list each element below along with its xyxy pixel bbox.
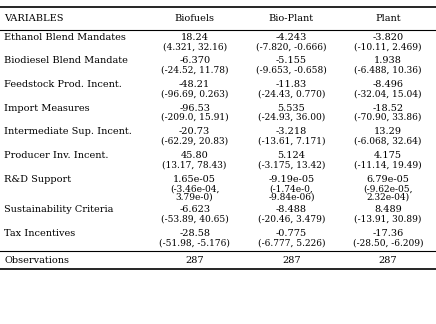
Text: (-32.04, 15.04): (-32.04, 15.04)	[354, 89, 422, 98]
Text: -9.19e-05: -9.19e-05	[269, 175, 314, 184]
Text: Ethanol Blend Mandates: Ethanol Blend Mandates	[4, 33, 126, 41]
Text: R&D Support: R&D Support	[4, 175, 72, 184]
Text: Tax Incentives: Tax Incentives	[4, 229, 75, 238]
Text: Feedstock Prod. Incent.: Feedstock Prod. Incent.	[4, 80, 122, 89]
Text: -8.496: -8.496	[372, 80, 403, 89]
Text: (-13.91, 30.89): (-13.91, 30.89)	[354, 215, 422, 224]
Text: -18.52: -18.52	[372, 104, 403, 112]
Text: (-70.90, 33.86): (-70.90, 33.86)	[354, 113, 422, 122]
Text: VARIABLES: VARIABLES	[4, 14, 64, 23]
Text: (-10.11, 2.469): (-10.11, 2.469)	[354, 42, 422, 51]
Text: (-24.43, 0.770): (-24.43, 0.770)	[258, 89, 325, 98]
Text: (-24.93, 36.00): (-24.93, 36.00)	[258, 113, 325, 122]
Text: (-28.50, -6.209): (-28.50, -6.209)	[353, 238, 423, 248]
Text: (13.17, 78.43): (13.17, 78.43)	[163, 160, 227, 169]
Text: (-62.29, 20.83): (-62.29, 20.83)	[161, 137, 228, 146]
Text: 1.65e-05: 1.65e-05	[173, 175, 216, 184]
Text: (-9.62e-05,: (-9.62e-05,	[363, 184, 412, 193]
Text: 6.79e-05: 6.79e-05	[366, 175, 409, 184]
Text: (-7.820, -0.666): (-7.820, -0.666)	[256, 42, 327, 51]
Text: Biodiesel Blend Mandate: Biodiesel Blend Mandate	[4, 56, 128, 65]
Text: (-6.068, 32.64): (-6.068, 32.64)	[354, 137, 422, 146]
Text: 287: 287	[378, 256, 397, 265]
Text: 5.535: 5.535	[278, 104, 305, 112]
Text: (-20.46, 3.479): (-20.46, 3.479)	[258, 215, 325, 224]
Text: (-209.0, 15.91): (-209.0, 15.91)	[161, 113, 228, 122]
Text: 287: 287	[185, 256, 204, 265]
Text: Intermediate Sup. Incent.: Intermediate Sup. Incent.	[4, 127, 132, 136]
Text: -0.775: -0.775	[276, 229, 307, 238]
Text: (-11.14, 19.49): (-11.14, 19.49)	[354, 160, 422, 169]
Text: Biofuels: Biofuels	[175, 14, 215, 23]
Text: (-53.89, 40.65): (-53.89, 40.65)	[161, 215, 228, 224]
Text: -5.155: -5.155	[276, 56, 307, 65]
Text: 8.489: 8.489	[374, 205, 402, 214]
Text: Bio-Plant: Bio-Plant	[269, 14, 314, 23]
Text: (-13.61, 7.171): (-13.61, 7.171)	[258, 137, 325, 146]
Text: 13.29: 13.29	[374, 127, 402, 136]
Text: 45.80: 45.80	[181, 151, 208, 160]
Text: (-24.52, 11.78): (-24.52, 11.78)	[161, 66, 228, 75]
Text: -9.84e-06): -9.84e-06)	[268, 192, 315, 202]
Text: 287: 287	[282, 256, 301, 265]
Text: -6.623: -6.623	[179, 205, 210, 214]
Text: Sustainability Criteria: Sustainability Criteria	[4, 205, 114, 214]
Text: (-3.175, 13.42): (-3.175, 13.42)	[258, 160, 325, 169]
Text: -4.243: -4.243	[276, 33, 307, 41]
Text: (-9.653, -0.658): (-9.653, -0.658)	[256, 66, 327, 75]
Text: -3.218: -3.218	[276, 127, 307, 136]
Text: -48.21: -48.21	[179, 80, 210, 89]
Text: -96.53: -96.53	[179, 104, 210, 112]
Text: -3.820: -3.820	[372, 33, 403, 41]
Text: -28.58: -28.58	[179, 229, 210, 238]
Text: -8.488: -8.488	[276, 205, 307, 214]
Text: (-6.488, 10.36): (-6.488, 10.36)	[354, 66, 422, 75]
Text: (-3.46e-04,: (-3.46e-04,	[170, 184, 219, 193]
Text: 3.79e-0): 3.79e-0)	[176, 192, 214, 202]
Text: 4.175: 4.175	[374, 151, 402, 160]
Text: 18.24: 18.24	[181, 33, 209, 41]
Text: Import Measures: Import Measures	[4, 104, 90, 112]
Text: -6.370: -6.370	[179, 56, 210, 65]
Text: Observations: Observations	[4, 256, 69, 265]
Text: (4.321, 32.16): (4.321, 32.16)	[163, 42, 227, 51]
Text: 2.32e-04): 2.32e-04)	[366, 192, 409, 202]
Text: (-96.69, 0.263): (-96.69, 0.263)	[161, 89, 228, 98]
Text: -17.36: -17.36	[372, 229, 403, 238]
Text: -20.73: -20.73	[179, 127, 210, 136]
Text: (-1.74e-0,: (-1.74e-0,	[269, 184, 313, 193]
Text: 5.124: 5.124	[277, 151, 306, 160]
Text: Producer Inv. Incent.: Producer Inv. Incent.	[4, 151, 109, 160]
Text: (-6.777, 5.226): (-6.777, 5.226)	[258, 238, 325, 248]
Text: -11.83: -11.83	[276, 80, 307, 89]
Text: 1.938: 1.938	[374, 56, 402, 65]
Text: Plant: Plant	[375, 14, 401, 23]
Text: (-51.98, -5.176): (-51.98, -5.176)	[159, 238, 230, 248]
